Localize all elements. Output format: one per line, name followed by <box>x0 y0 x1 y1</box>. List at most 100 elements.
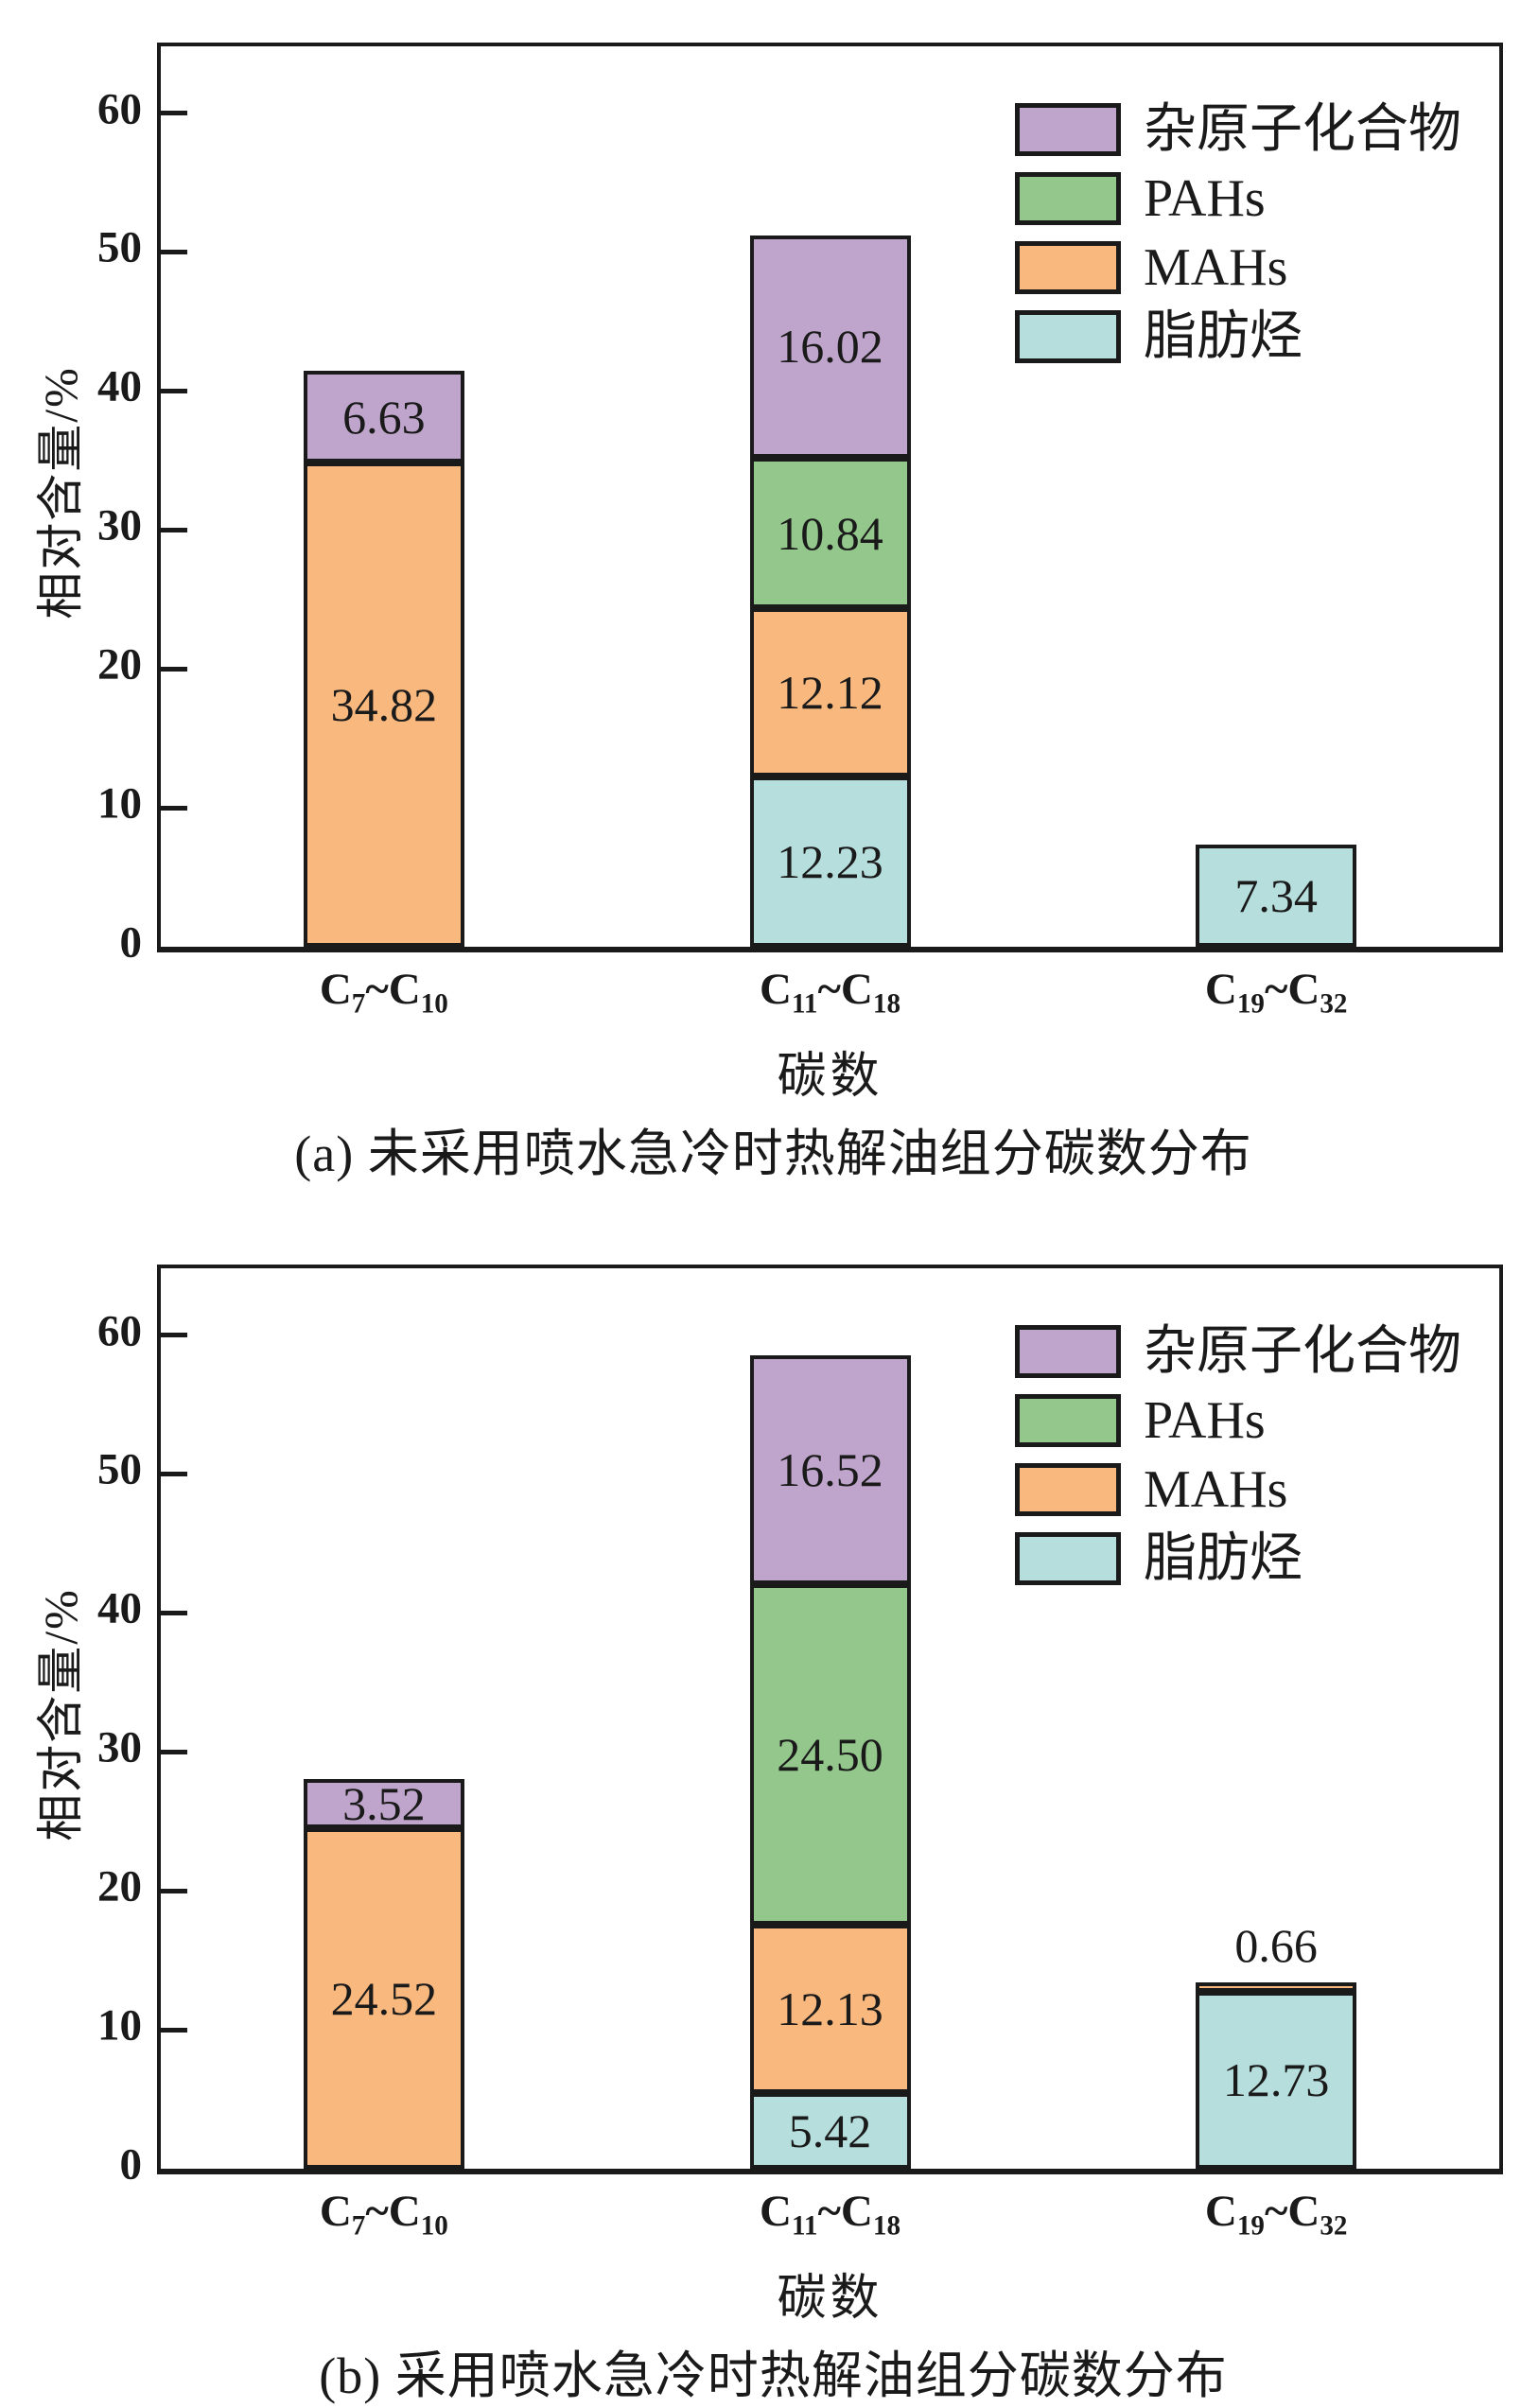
y-tick-label: 50 <box>97 222 142 272</box>
x-category-label: C19~C32 <box>1204 965 1348 1020</box>
x-category-subscript: 10 <box>420 2210 448 2242</box>
bar-segment: 16.52 <box>749 1354 911 1585</box>
plot-area: 杂原子化合物 PAHs MAHs 脂肪烃 34.82 6.63 C7~C10 12.23 12… <box>157 43 1503 1018</box>
legend-swatch <box>1015 241 1121 294</box>
legend: 杂原子化合物 PAHs MAHs 脂肪烃 <box>1015 101 1461 377</box>
legend-item: PAHs <box>1015 170 1461 227</box>
y-tick-label: 20 <box>97 639 142 689</box>
x-category-label: C11~C18 <box>760 965 900 1020</box>
bar-value-label: 16.02 <box>777 320 883 374</box>
bar-segment: 12.12 <box>749 608 911 777</box>
x-category-subscript: 7 <box>351 2210 366 2242</box>
legend-label: PAHs <box>1144 169 1266 228</box>
y-tick-label: 30 <box>97 500 142 550</box>
x-axis-title: 碳数 <box>777 2272 883 2326</box>
y-tick-label: 30 <box>97 1722 142 1772</box>
bar-value-label: 6.63 <box>342 390 426 444</box>
legend-swatch <box>1015 172 1121 225</box>
bar-segment: 24.50 <box>749 1584 911 1926</box>
bar-value-label: 3.52 <box>342 1776 426 1830</box>
x-category-subscript: 19 <box>1236 2210 1265 2242</box>
legend-item: 脂肪烃 <box>1015 1530 1461 1587</box>
bar-segment <box>1196 1982 1357 1992</box>
bar-segment: 7.34 <box>1196 845 1357 947</box>
legend: 杂原子化合物 PAHs MAHs 脂肪烃 <box>1015 1323 1461 1599</box>
bar-segment: 6.63 <box>303 371 464 463</box>
y-tick-mark <box>161 1610 187 1615</box>
legend-item: 杂原子化合物 <box>1015 101 1461 158</box>
x-category-subscript: 19 <box>1236 988 1265 1020</box>
y-tick-mark <box>161 666 187 672</box>
bar-value-label: 24.52 <box>330 1971 438 2025</box>
x-category-subscript: 18 <box>872 2210 900 2242</box>
figure-caption: (a) 未采用喷水急冷时热解油组分碳数分布 <box>294 1125 1252 1182</box>
bar-value-label: 12.12 <box>777 666 883 720</box>
legend-swatch <box>1015 1394 1121 1447</box>
x-category-subscript: 18 <box>872 988 900 1020</box>
y-tick-mark <box>161 388 187 393</box>
legend-item: 杂原子化合物 <box>1015 1323 1461 1380</box>
figure-b: 相对含量/% 杂原子化合物 PAHs MAHs 脂肪烃 24.52 3.52 C7~C10… <box>0 1204 1521 2408</box>
legend-swatch <box>1015 1325 1121 1378</box>
bar-value-label: 34.82 <box>330 678 438 732</box>
bar-segment: 34.82 <box>303 462 464 947</box>
y-tick-label: 20 <box>97 1861 142 1911</box>
x-category-subscript: 32 <box>1320 2210 1348 2242</box>
bar-segment: 10.84 <box>749 458 911 609</box>
legend-label: 脂肪烃 <box>1144 1529 1302 1588</box>
legend-swatch <box>1015 1532 1121 1585</box>
y-tick-label: 50 <box>97 1444 142 1494</box>
y-tick-label: 0 <box>119 917 143 968</box>
bar-segment: 12.13 <box>749 1925 911 2094</box>
y-tick-mark <box>161 1333 187 1338</box>
y-tick-mark <box>161 527 187 532</box>
legend-label: 脂肪烃 <box>1144 307 1302 366</box>
legend-swatch <box>1015 310 1121 363</box>
y-tick-label: 60 <box>97 84 142 134</box>
legend-label: 杂原子化合物 <box>1144 1322 1461 1381</box>
x-category-subscript: 7 <box>351 988 366 1020</box>
x-category-label: C7~C10 <box>319 2187 448 2242</box>
y-tick-mark <box>161 111 187 116</box>
y-tick-mark <box>161 1888 187 1893</box>
bar-outside-label: 0.66 <box>1234 1919 1318 1973</box>
x-category-subscript: 11 <box>791 2210 818 2242</box>
y-tick-label: 40 <box>97 1583 142 1633</box>
legend-label: 杂原子化合物 <box>1144 100 1461 159</box>
y-tick-label: 10 <box>97 2000 142 2050</box>
x-axis-title: 碳数 <box>777 1050 883 1104</box>
bar-segment: 3.52 <box>303 1776 464 1830</box>
bar-segment: 12.73 <box>1196 1991 1357 2169</box>
y-tick-label: 60 <box>97 1306 142 1356</box>
legend-label: PAHs <box>1144 1391 1266 1450</box>
bar-value-label: 16.52 <box>777 1442 883 1496</box>
bar-value-label: 24.50 <box>777 1728 883 1782</box>
bar-value-label: 7.34 <box>1234 869 1318 923</box>
legend-item: 脂肪烃 <box>1015 308 1461 365</box>
x-category-subscript: 32 <box>1320 988 1348 1020</box>
bar-value-label: 12.23 <box>777 835 883 889</box>
bar-value-label: 12.73 <box>1222 2053 1330 2107</box>
bar-value-label: 5.42 <box>788 2104 872 2158</box>
y-tick-label: 10 <box>97 778 142 829</box>
bar-segment: 5.42 <box>749 2093 911 2169</box>
legend-swatch <box>1015 103 1121 156</box>
plot-area: 杂原子化合物 PAHs MAHs 脂肪烃 24.52 3.52 C7~C10 5.42 12.… <box>157 1265 1503 2240</box>
legend-item: PAHs <box>1015 1392 1461 1449</box>
y-tick-label: 40 <box>97 361 142 411</box>
y-tick-mark <box>161 249 187 254</box>
y-tick-label: 0 <box>119 2139 143 2190</box>
legend-item: MAHs <box>1015 239 1461 296</box>
legend-label: MAHs <box>1144 238 1288 297</box>
legend-swatch <box>1015 1463 1121 1516</box>
bar-value-label: 12.13 <box>777 1982 883 2036</box>
legend-label: MAHs <box>1144 1460 1288 1519</box>
x-category-label: C19~C32 <box>1204 2187 1348 2242</box>
y-tick-mark <box>161 1471 187 1476</box>
figure-caption: (b) 采用喷水急冷时热解油组分碳数分布 <box>319 2347 1228 2404</box>
figure-a: 相对含量/% 杂原子化合物 PAHs MAHs 脂肪烃 34.82 6.63 C7~C10… <box>34 43 1503 1182</box>
bar-segment: 12.23 <box>749 776 911 947</box>
y-tick-mark <box>161 1749 187 1754</box>
y-tick-mark <box>161 2027 187 2033</box>
bar-segment: 24.52 <box>303 1827 464 2169</box>
